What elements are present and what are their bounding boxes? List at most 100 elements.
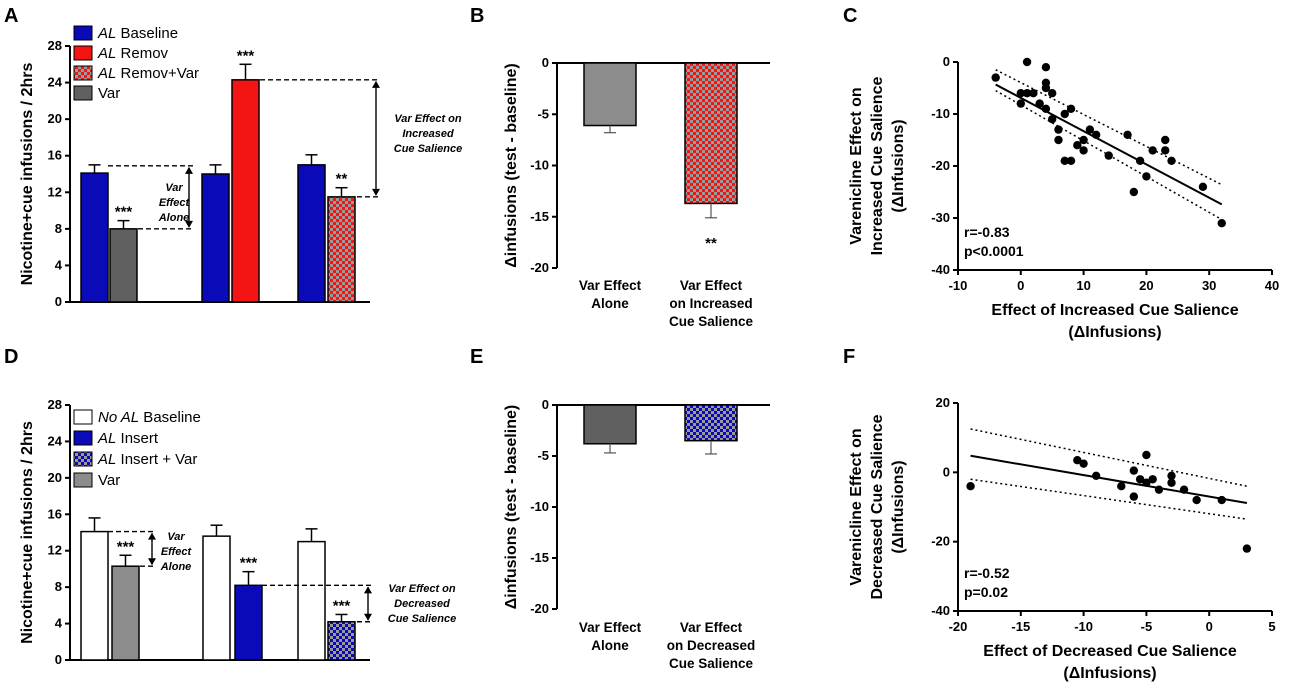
y-tick-label-2: -20 [931, 158, 950, 173]
annotation-var-decreased-d-text-1: Decreased [394, 598, 450, 610]
data-point-13 [1167, 471, 1176, 480]
data-point-7 [1135, 475, 1145, 484]
x-tick-label-2: 10 [1076, 278, 1090, 293]
y-tick-label-7: 28 [48, 397, 62, 412]
data-point-2 [1016, 89, 1025, 98]
data-point-16 [1066, 104, 1076, 114]
category-label-0-0: Var Effect [579, 278, 642, 293]
y-tick-label-2: -10 [530, 499, 549, 514]
data-point-17 [1060, 156, 1069, 165]
annotation-var-alone-d-text-1: Effect [161, 546, 193, 558]
bar-1 [109, 228, 138, 303]
annotation-var-alone-a-text-2: Alone [158, 212, 190, 224]
y-tick-label-0: -20 [530, 601, 549, 616]
y-axis-title-2: (ΔInfusions) [890, 119, 907, 212]
panel-d-chart: 0 4 8 12 16 20 24 28 Nicotine+cue infusions / 2h… [19, 397, 456, 667]
data-point-32 [1167, 156, 1176, 165]
data-point-3 [1022, 57, 1032, 67]
bar-2 [202, 535, 231, 661]
data-point-6 [1035, 99, 1044, 108]
data-point-11 [1041, 104, 1051, 114]
annotation-var-decreased-d-text-2: Cue Salience [388, 613, 456, 625]
y-tick-label-1: -20 [931, 534, 950, 549]
bar-0 [80, 172, 109, 303]
ci-upper-line [970, 428, 1248, 487]
category-label-0-1: Alone [591, 296, 629, 311]
legend-label-0: No AL Baseline [98, 409, 201, 426]
y-axis-title-0: Δinfusions (test - baseline) [503, 63, 520, 267]
annotation-var-increased-a-arrow-head-bottom [372, 188, 380, 196]
y-tick-label-3: -10 [931, 106, 950, 121]
sig-stars-3: *** [240, 555, 258, 572]
panel-b-chart: -20 -15 -10 -5 0 Δinfusions (test - baseline)… [503, 55, 770, 329]
y-tick-label-4: 16 [48, 148, 62, 163]
regression-line [970, 454, 1248, 505]
bar-4 [297, 164, 326, 303]
y-axis-title-0: Nicotine+cue infusions / 2hrs [19, 63, 36, 286]
y-tick-label-3: -5 [537, 448, 549, 463]
data-point-11 [1154, 485, 1164, 494]
data-point-14 [1054, 135, 1063, 145]
data-point-29 [1148, 146, 1157, 155]
legend-swatch-1 [73, 430, 93, 446]
data-point-28 [1142, 172, 1151, 181]
y-tick-label-4: 0 [542, 397, 549, 412]
x-axis-title-0: Effect of Decreased Cue Salience [983, 643, 1237, 660]
category-label-1-2: Cue Salience [669, 656, 754, 671]
data-point-20 [1079, 135, 1088, 145]
sig-stars-1: ** [705, 235, 717, 252]
category-label-0-1: Alone [591, 638, 629, 653]
y-tick-label-5: 20 [48, 111, 62, 126]
panel-label-f: F [843, 346, 855, 368]
y-tick-label-1: -15 [530, 209, 549, 224]
y-tick-label-0: -40 [931, 603, 950, 618]
panel-label-a: A [4, 5, 18, 27]
bar-4 [297, 540, 326, 661]
legend-swatch-2 [73, 65, 93, 81]
data-point-27 [1135, 156, 1145, 165]
y-tick-label-2: 8 [55, 579, 62, 594]
data-point-17 [1242, 544, 1252, 553]
x-tick-label-5: 40 [1265, 278, 1279, 293]
data-point-2 [1079, 459, 1088, 468]
legend-swatch-1 [73, 45, 93, 61]
data-point-5 [1129, 492, 1139, 501]
x-tick-label-4: 0 [1206, 619, 1213, 634]
stat-text-0: r=-0.52 [964, 565, 1010, 581]
sig-stars-1: *** [115, 204, 133, 221]
category-label-1-0: Var Effect [680, 278, 743, 293]
data-point-31 [1161, 146, 1170, 155]
y-tick-label-0: 0 [55, 294, 62, 309]
ci-upper-line [995, 69, 1223, 186]
y-tick-label-3: 20 [936, 395, 950, 410]
data-point-34 [1217, 219, 1226, 228]
x-axis-title-1: (ΔInfusions) [1063, 665, 1156, 682]
legend-label-3: Var [98, 472, 120, 489]
data-point-22 [1085, 125, 1095, 134]
data-point-6 [1129, 466, 1139, 475]
annotation-var-alone-a-arrow-head-bottom [185, 220, 193, 228]
bar-0 [583, 404, 637, 445]
bar-2 [201, 173, 230, 303]
data-point-12 [1167, 478, 1176, 487]
data-point-23 [1091, 130, 1101, 139]
bar-1 [684, 62, 738, 205]
bar-5 [327, 196, 356, 303]
sig-stars-5: *** [333, 597, 351, 614]
x-tick-label-1: 0 [1017, 278, 1024, 293]
data-point-1 [1073, 456, 1082, 465]
data-point-24 [1104, 151, 1113, 160]
y-axis-title-2: (ΔInfusions) [890, 460, 907, 553]
y-axis-title-1: Decreased Cue Salience [869, 414, 886, 599]
y-tick-label-6: 24 [48, 75, 63, 90]
bar-0 [80, 530, 109, 661]
data-point-7 [1041, 62, 1051, 72]
y-tick-label-2: 8 [55, 221, 62, 236]
y-tick-label-6: 24 [48, 433, 63, 448]
data-point-33 [1198, 182, 1208, 191]
data-point-25 [1123, 130, 1132, 139]
bar-1 [684, 404, 738, 442]
data-point-5 [1029, 89, 1038, 98]
y-tick-label-0: 0 [55, 652, 62, 667]
